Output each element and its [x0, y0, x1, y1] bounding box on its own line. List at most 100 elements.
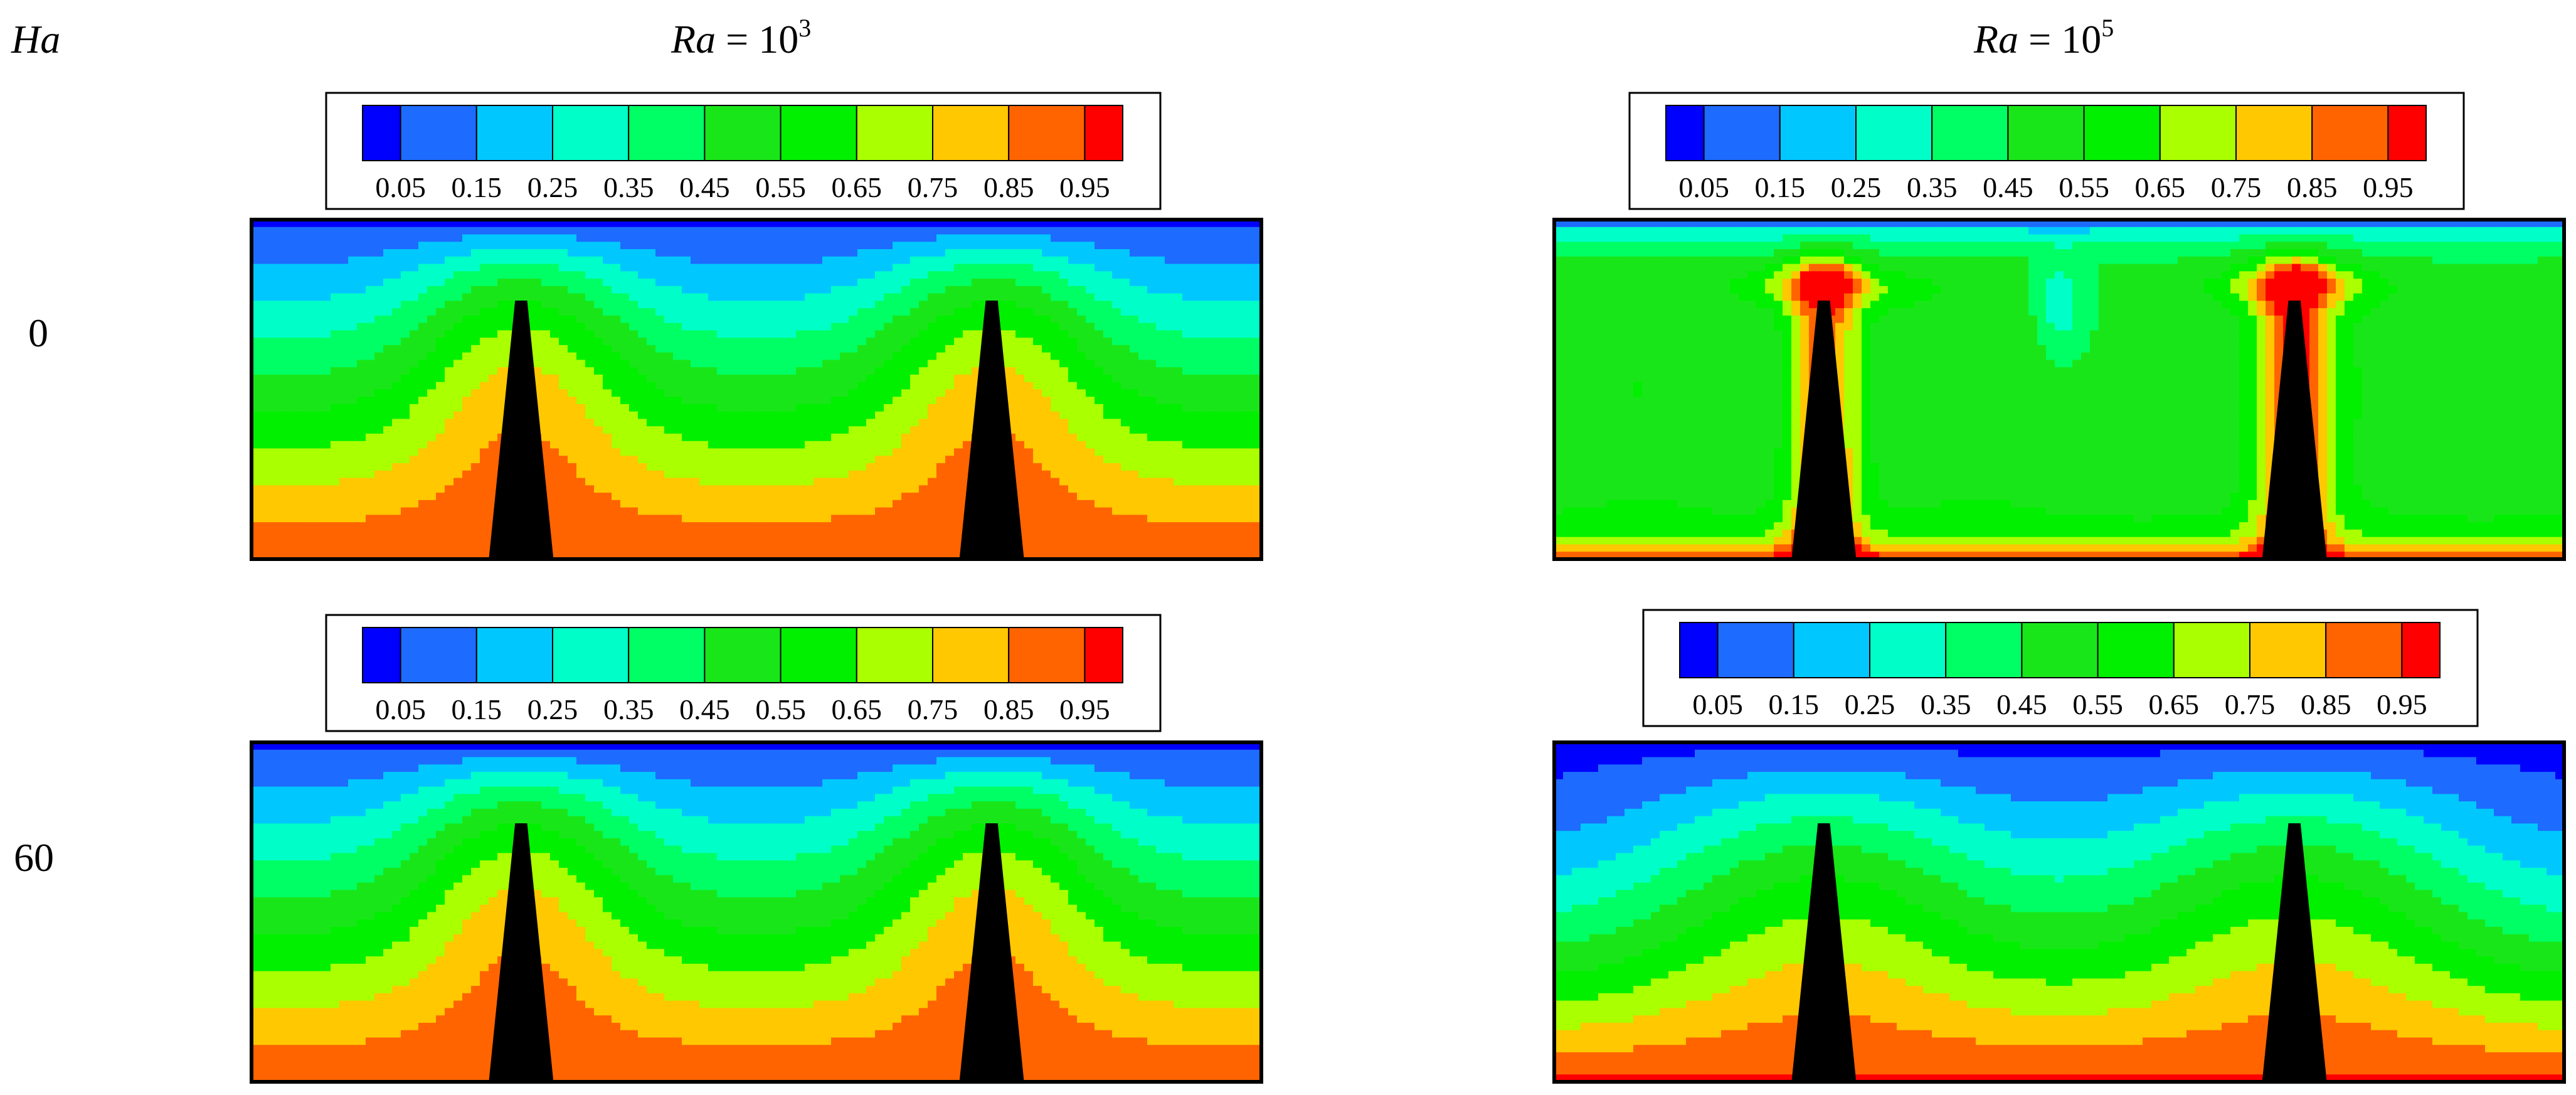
contour-cell: [814, 345, 823, 353]
contour-cell: [427, 227, 437, 235]
contour-cell: [708, 478, 718, 486]
contour-cell: [866, 463, 876, 471]
contour-cell: [541, 220, 551, 228]
contour-cell: [594, 448, 603, 456]
contour-cell: [655, 448, 665, 456]
contour-cell: [331, 507, 340, 516]
contour-cell: [1165, 397, 1174, 405]
contour-cell: [875, 227, 884, 235]
contour-cell: [1086, 463, 1095, 471]
contour-cell: [594, 308, 603, 316]
contour-cell: [427, 286, 437, 294]
contour-cell: [936, 478, 946, 486]
contour-cell: [901, 271, 911, 279]
contour-cell: [462, 374, 472, 383]
contour-cell: [936, 286, 946, 294]
contour-cell: [392, 448, 401, 456]
contour-cell: [418, 441, 428, 449]
contour-cell: [1121, 478, 1130, 486]
contour-cell: [357, 404, 366, 412]
contour-cell: [796, 426, 805, 434]
contour-cell: [1253, 434, 1261, 442]
contour-cell: [787, 271, 797, 279]
contour-cell: [260, 529, 270, 538]
contour-cell: [489, 227, 498, 235]
contour-cell: [278, 404, 287, 412]
contour-cell: [1244, 286, 1253, 294]
contour-cell: [954, 382, 963, 390]
contour-cell: [1217, 434, 1227, 442]
contour-cell: [866, 286, 876, 294]
contour-cell: [1191, 382, 1201, 390]
contour-cell: [857, 367, 867, 375]
contour-cell: [884, 286, 893, 294]
contour-cell: [638, 308, 647, 316]
contour-cell: [1174, 323, 1183, 331]
contour-cell: [366, 227, 375, 235]
contour-cell: [594, 515, 603, 523]
colorbar-tick-label: 0.65: [832, 693, 883, 725]
contour-cell: [1209, 338, 1218, 346]
contour-cell: [770, 227, 779, 235]
contour-cell: [1200, 220, 1209, 228]
contour-cell: [1112, 234, 1121, 242]
contour-cell: [822, 485, 832, 493]
contour-cell: [1235, 397, 1244, 405]
contour-cell: [1059, 478, 1069, 486]
contour-cell: [1059, 463, 1069, 471]
contour-cell: [629, 345, 639, 353]
contour-cell: [453, 227, 463, 235]
contour-cell: [1068, 249, 1078, 257]
contour-cell: [410, 279, 419, 287]
contour-cell: [594, 426, 603, 434]
colorbar-swatch: [552, 627, 630, 683]
contour-cell: [585, 293, 595, 301]
contour-cell: [866, 352, 876, 361]
contour-cell: [682, 293, 691, 301]
contour-cell: [278, 360, 287, 368]
contour-cell: [541, 382, 551, 390]
contour-cell: [875, 463, 884, 471]
contour-cell: [919, 515, 928, 523]
contour-cell: [1226, 419, 1236, 427]
contour-cell: [831, 456, 840, 464]
contour-cell: [462, 411, 472, 420]
contour-cell: [603, 404, 612, 412]
contour-cell: [427, 256, 437, 265]
contour-cell: [875, 522, 884, 530]
contour-cell: [576, 301, 586, 309]
contour-cell: [655, 293, 665, 301]
contour-cell: [682, 478, 691, 486]
contour-cell: [453, 330, 463, 338]
contour-cell: [322, 441, 331, 449]
contour-cell: [822, 264, 832, 272]
contour-cell: [594, 279, 603, 287]
contour-cell: [471, 338, 480, 346]
contour-cell: [383, 448, 393, 456]
contour-cell: [1235, 234, 1244, 242]
contour-cell: [1147, 493, 1157, 501]
contour-cell: [480, 330, 489, 338]
contour-cell: [963, 367, 972, 375]
contour-cell: [515, 220, 524, 228]
contour-cell: [787, 234, 797, 242]
contour-cell: [295, 478, 305, 486]
contour-cell: [936, 493, 946, 501]
contour-cell: [884, 434, 893, 442]
contour-cell: [462, 485, 472, 493]
contour-cell: [313, 323, 322, 331]
contour-cell: [550, 360, 559, 368]
contour-cell: [805, 338, 814, 346]
contour-cell: [822, 308, 832, 316]
contour-cell: [752, 323, 761, 331]
contour-cell: [928, 271, 937, 279]
contour-cell: [594, 499, 603, 508]
contour-cell: [471, 470, 480, 479]
contour-cell: [743, 434, 753, 442]
contour-cell: [295, 234, 305, 242]
contour-cell: [840, 286, 849, 294]
contour-cell: [655, 330, 665, 338]
contour-cell: [533, 220, 542, 228]
contour-cell: [471, 397, 480, 405]
contour-cell: [1130, 426, 1139, 434]
